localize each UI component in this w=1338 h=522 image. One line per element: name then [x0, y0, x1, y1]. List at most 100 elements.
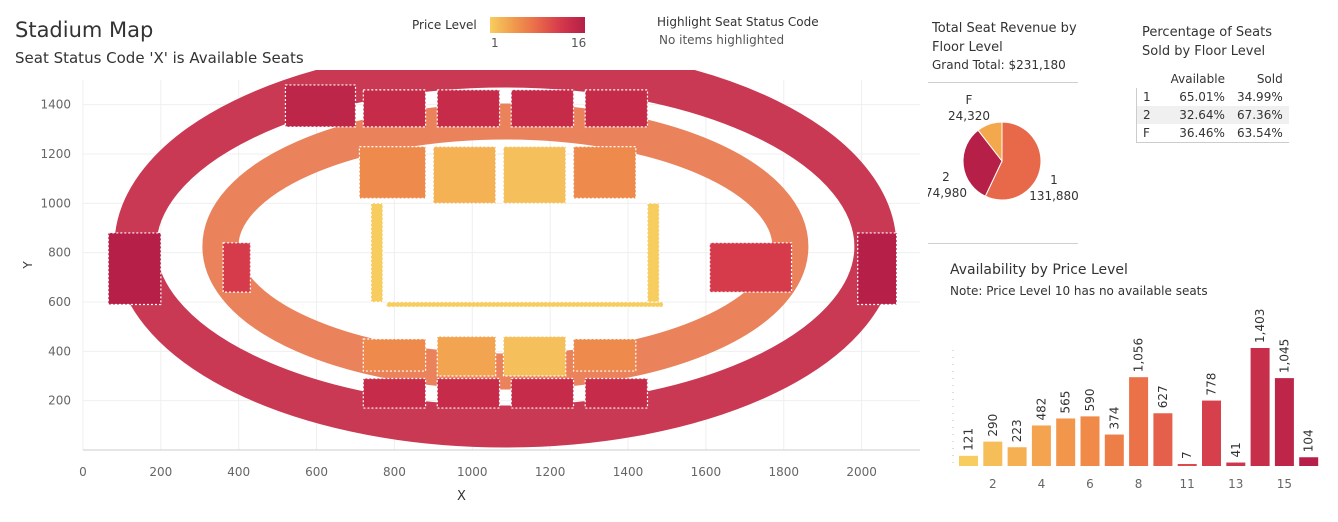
seat-section[interactable] — [362, 377, 427, 409]
floor-cell: F — [1135, 124, 1165, 143]
bar-x-tick-label: 4 — [1038, 477, 1046, 491]
bar-data-label: 627 — [1156, 385, 1170, 408]
y-tick-label: 400 — [48, 344, 71, 358]
availability-bar[interactable] — [1274, 378, 1294, 466]
pie-value-label: 24,320 — [948, 109, 990, 123]
bar-data-label: 104 — [1302, 429, 1316, 452]
seat-section[interactable] — [502, 335, 567, 377]
seat-section[interactable] — [709, 242, 793, 293]
sold-cell: 34.99% — [1236, 90, 1283, 104]
availability-bar[interactable] — [959, 455, 978, 466]
price-legend-gradient[interactable] — [490, 17, 585, 33]
floor-cell: 2 — [1135, 106, 1165, 124]
seat-section[interactable] — [857, 232, 898, 306]
revenue-title: Total Seat Revenue by Floor Level — [932, 21, 1077, 55]
pie-slice[interactable] — [962, 129, 1003, 197]
seat-section[interactable] — [358, 145, 427, 199]
availability-bar[interactable] — [1250, 348, 1270, 466]
pie-category-label: 2 — [942, 170, 950, 184]
x-tick-label: 1800 — [768, 465, 799, 479]
pie-category-label: 1 — [1050, 173, 1058, 187]
x-tick-label: 600 — [305, 465, 328, 479]
bar-x-tick-label: 8 — [1135, 477, 1143, 491]
seat-section[interactable] — [436, 377, 501, 409]
availability-bar[interactable] — [1153, 413, 1173, 466]
seat-section[interactable] — [362, 89, 427, 128]
seat-section[interactable] — [362, 338, 427, 372]
bar-data-label: 1,045 — [1277, 339, 1291, 373]
pie-slice[interactable] — [977, 121, 1003, 163]
percentage-table: Available Sold 1 65.01% 34.99% 2 32.64% … — [1135, 70, 1289, 143]
page-subtitle: Seat Status Code 'X' is Available Seats — [15, 49, 304, 67]
availability-bar[interactable] — [1177, 464, 1197, 466]
seat-section[interactable] — [572, 145, 637, 199]
bar-data-label: 590 — [1083, 388, 1097, 411]
page-title: Stadium Map — [15, 18, 154, 42]
x-tick-label: 0 — [79, 465, 87, 479]
price-legend-max: 16 — [571, 36, 587, 50]
pie-slice[interactable] — [984, 121, 1042, 201]
seat-section[interactable] — [510, 377, 575, 409]
availability-bar[interactable] — [1056, 418, 1076, 466]
availability-bar[interactable] — [1299, 457, 1319, 466]
bar-data-label: 121 — [962, 428, 976, 451]
x-tick-label: 400 — [227, 465, 250, 479]
seat-section[interactable] — [572, 338, 637, 372]
y-tick-label: 1400 — [40, 98, 71, 112]
floor-cell: 1 — [1135, 88, 1165, 106]
availability-note: Note: Price Level 10 has no available se… — [950, 284, 1208, 298]
x-tick-label: 1200 — [535, 465, 566, 479]
x-tick-label: 1000 — [457, 465, 488, 479]
y-tick-label: 200 — [48, 394, 71, 408]
bar-x-tick-label: 6 — [1086, 477, 1094, 491]
highlight-title: Highlight Seat Status Code — [657, 15, 819, 29]
seat-section[interactable] — [107, 232, 162, 306]
seat-section[interactable] — [510, 89, 575, 128]
sold-cell: 63.54% — [1230, 124, 1289, 143]
available-cell: 65.01% — [1179, 90, 1225, 104]
table-row[interactable]: 1 65.01% 34.99% — [1135, 88, 1289, 106]
seat-section[interactable] — [432, 145, 497, 204]
availability-bar[interactable] — [1129, 377, 1149, 466]
seat-section[interactable] — [222, 242, 251, 293]
seat-section[interactable] — [284, 84, 357, 128]
separator — [928, 243, 1078, 244]
highlight-selector[interactable]: No items highlighted — [659, 33, 785, 47]
availability-bar[interactable] — [1031, 425, 1051, 466]
availability-bar[interactable] — [1007, 447, 1027, 466]
pie-category-label: F — [966, 93, 973, 107]
availability-bar[interactable] — [1226, 462, 1246, 466]
seat-section[interactable] — [436, 89, 501, 128]
availability-bar[interactable] — [983, 441, 1003, 466]
availability-bar[interactable] — [1202, 400, 1221, 466]
y-tick-label: 1000 — [40, 196, 71, 210]
availability-bar[interactable] — [1080, 416, 1100, 466]
seat-section[interactable] — [370, 202, 384, 303]
pie-value-label: 74,980 — [928, 186, 967, 200]
table-row[interactable]: F 36.46% 63.54% — [1135, 124, 1289, 143]
seat-section[interactable] — [386, 301, 664, 308]
separator — [928, 82, 1078, 83]
seat-section[interactable] — [436, 335, 497, 377]
revenue-pie-chart[interactable]: 1 131,880 2 74,980 F 24,320 — [928, 86, 1093, 236]
seat-section[interactable] — [646, 202, 660, 303]
bar-x-tick-label: 15 — [1277, 477, 1292, 491]
seat-section[interactable] — [584, 89, 649, 128]
x-tick-label: 2000 — [846, 465, 877, 479]
bar-data-label: 223 — [1010, 419, 1024, 442]
price-legend-label: Price Level — [412, 18, 477, 32]
bar-data-label: 1,056 — [1132, 338, 1146, 372]
seat-section[interactable] — [584, 377, 649, 409]
table-row[interactable]: 2 32.64% 67.36% — [1135, 106, 1289, 124]
availability-title: Availability by Price Level — [950, 262, 1128, 278]
seat-section[interactable] — [502, 145, 567, 204]
stadium-map[interactable]: 0 200 400 600 800 1000 1200 1400 1600 1800 2000 200… — [0, 70, 930, 510]
bar-x-tick-label: 11 — [1180, 477, 1195, 491]
availability-bar[interactable] — [1104, 434, 1124, 466]
available-cell: 36.46% — [1164, 124, 1231, 143]
percentage-col-floor — [1137, 70, 1165, 88]
bar-x-tick-label: 2 — [989, 477, 997, 491]
bar-data-label: 565 — [1059, 391, 1073, 414]
percentage-title: Percentage of Seats Sold by Floor Level — [1142, 25, 1273, 59]
